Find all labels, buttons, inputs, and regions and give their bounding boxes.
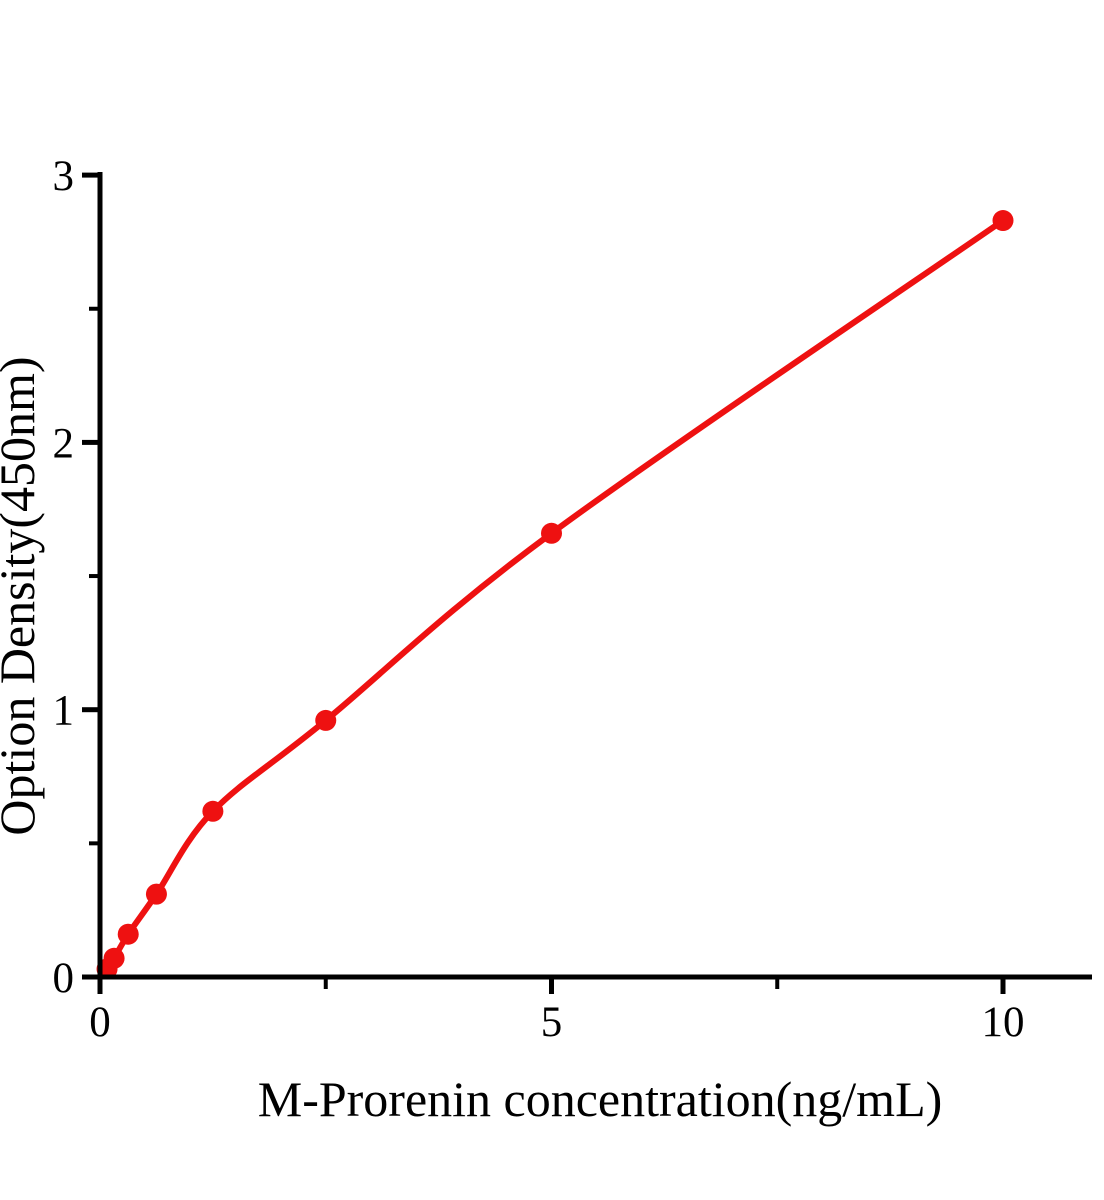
y-tick-label: 0 bbox=[53, 955, 75, 1002]
x-tick-labels: 0 5 10 bbox=[89, 999, 1024, 1046]
data-point bbox=[315, 709, 337, 731]
fitted-curve bbox=[97, 218, 1005, 980]
y-tick-labels: 0 1 2 3 bbox=[53, 153, 75, 1002]
data-point bbox=[103, 947, 125, 969]
x-tick-label: 0 bbox=[89, 999, 111, 1046]
data-point bbox=[117, 923, 139, 945]
y-tick-label: 3 bbox=[53, 153, 75, 200]
data-point bbox=[992, 210, 1014, 232]
y-axis-title: Option Density(450nm) bbox=[0, 356, 45, 835]
axes-and-ticks bbox=[82, 172, 1092, 994]
data-point bbox=[541, 522, 562, 544]
x-tick-label: 10 bbox=[982, 999, 1025, 1046]
y-tick-label: 1 bbox=[53, 688, 75, 735]
data-point-markers bbox=[96, 210, 1014, 980]
x-tick-label: 5 bbox=[541, 999, 563, 1046]
data-point bbox=[145, 883, 167, 905]
standard-curve-line bbox=[97, 218, 1005, 980]
x-axis-title: M-Prorenin concentration(ng/mL) bbox=[258, 1071, 943, 1127]
y-tick-label: 2 bbox=[53, 420, 75, 467]
data-point bbox=[202, 800, 224, 822]
